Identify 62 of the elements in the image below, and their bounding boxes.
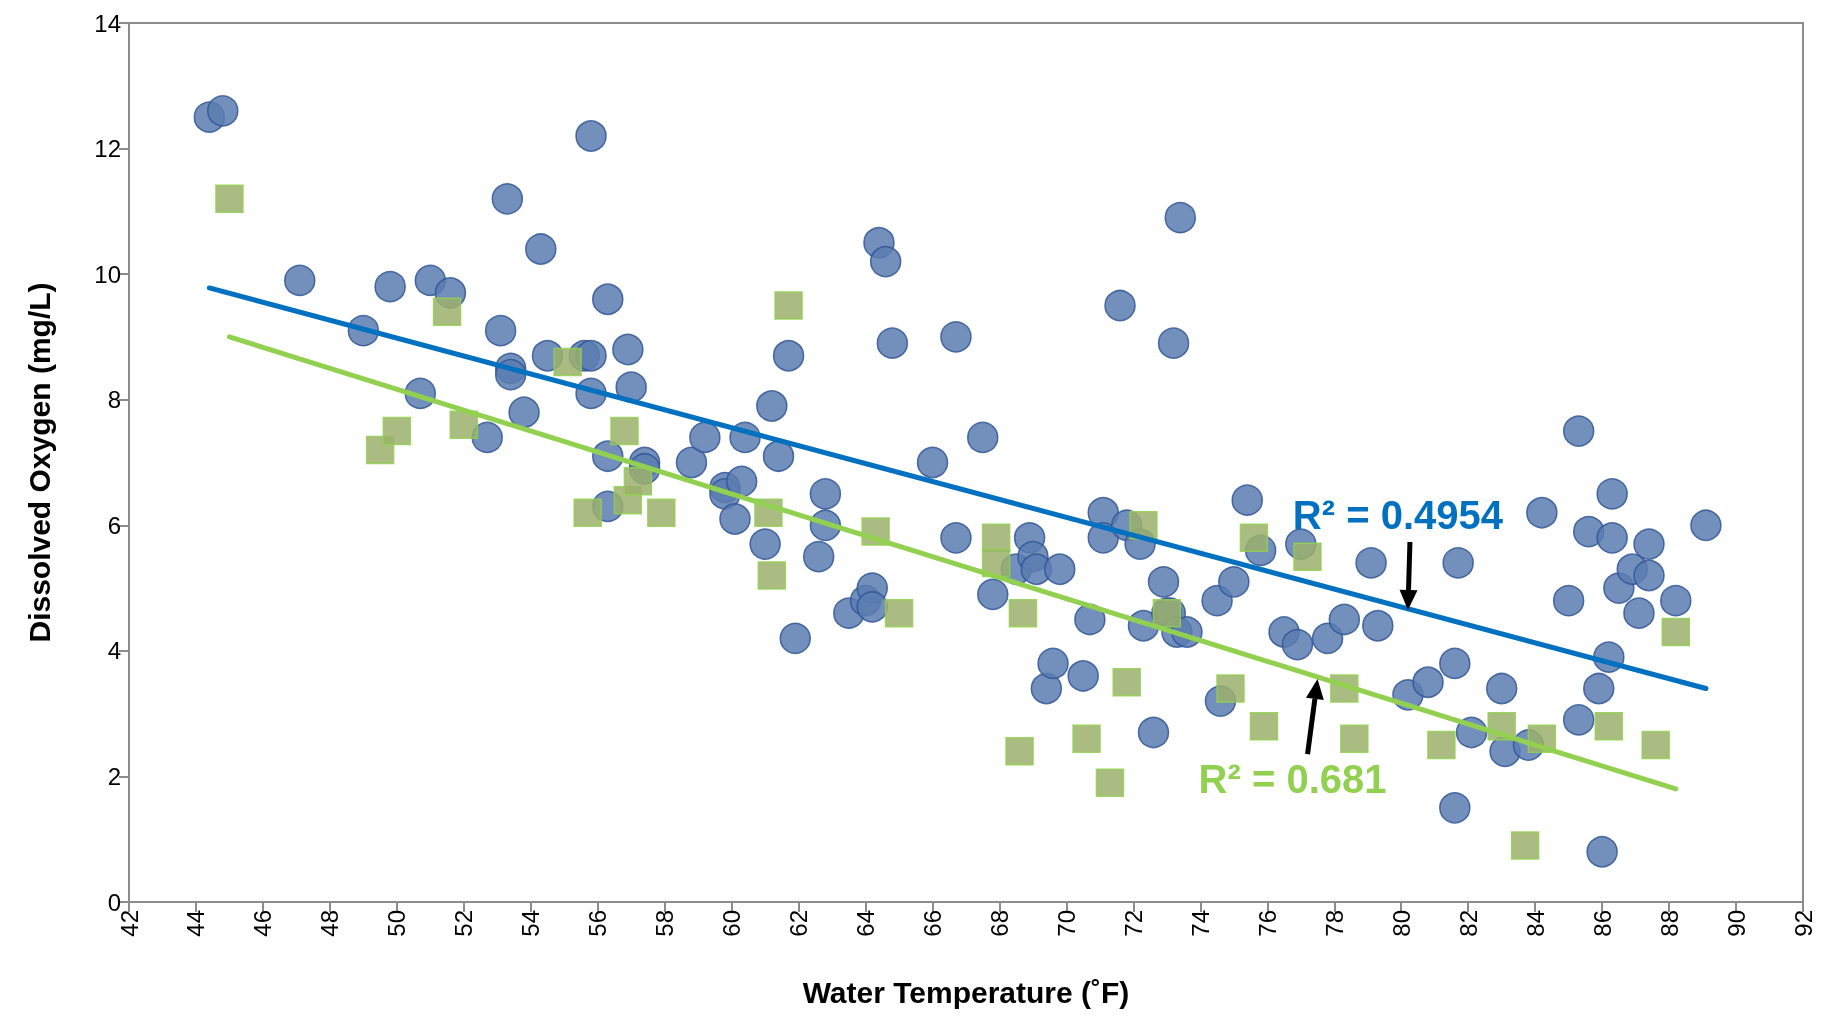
point: [1340, 724, 1369, 754]
point: [1661, 617, 1691, 647]
y-tick-label: 10: [94, 260, 121, 288]
x-tick-label: 58: [651, 910, 679, 937]
y-tick-label: 6: [107, 511, 121, 539]
y-tick-label: 14: [94, 9, 121, 37]
x-axis-title: Water Temperature (˚F): [802, 975, 1130, 1009]
point: [1008, 598, 1038, 628]
annotation: R² = 0.4954: [1292, 493, 1504, 538]
x-tick-label: 64: [852, 910, 880, 937]
y-axis-title: Dissolved Oxygen (mg/L): [22, 282, 56, 643]
point: [774, 291, 803, 320]
x-tick-label: 60: [718, 910, 746, 937]
x-tick-label: 84: [1521, 910, 1549, 937]
x-tick-label: 48: [316, 910, 344, 937]
point: [553, 347, 582, 377]
y-tick-label: 4: [107, 637, 121, 665]
x-tick-label: 68: [985, 910, 1013, 937]
x-tick-label: 54: [517, 910, 545, 937]
point: [1072, 724, 1101, 754]
x-tick-label: 46: [249, 910, 277, 937]
y-tick-label: 12: [94, 135, 121, 163]
x-tick-label: 88: [1655, 910, 1683, 937]
point: [1239, 523, 1269, 553]
point: [432, 297, 462, 327]
point: [623, 467, 653, 496]
point: [1112, 668, 1141, 697]
x-tick-label: 92: [1789, 910, 1817, 937]
x-tick-label: 62: [785, 910, 813, 937]
point: [215, 184, 244, 214]
point: [1641, 730, 1670, 760]
point: [884, 598, 914, 628]
point: [1249, 711, 1279, 741]
point: [757, 561, 787, 590]
x-tick-label: 66: [919, 910, 947, 937]
x-tick-label: 80: [1387, 910, 1415, 937]
x-tick-label: 86: [1588, 910, 1616, 937]
x-tick-label: 44: [182, 910, 210, 937]
point: [1293, 542, 1322, 571]
point: [610, 416, 639, 446]
point: [1216, 674, 1245, 703]
x-tick-label: 78: [1320, 910, 1348, 937]
x-tick-label: 56: [584, 910, 612, 937]
x-tick-label: 82: [1454, 910, 1482, 937]
point: [1005, 737, 1034, 766]
y-tick-label: 2: [107, 762, 121, 790]
point: [1510, 831, 1540, 860]
point: [647, 498, 676, 527]
x-tick-label: 76: [1253, 910, 1281, 937]
x-tick-label: 52: [450, 910, 478, 937]
y-tick-label: 8: [107, 386, 121, 414]
point: [1095, 768, 1125, 797]
point: [382, 416, 412, 446]
x-tick-label: 72: [1119, 910, 1147, 937]
point: [573, 498, 602, 527]
x-tick-label: 70: [1052, 910, 1080, 937]
x-tick-label: 50: [383, 910, 411, 937]
annotation: R² = 0.681: [1198, 757, 1387, 802]
point: [1594, 711, 1624, 741]
x-tick-label: 74: [1186, 910, 1214, 937]
point: [1427, 730, 1456, 760]
x-tick-label: 90: [1722, 910, 1750, 937]
